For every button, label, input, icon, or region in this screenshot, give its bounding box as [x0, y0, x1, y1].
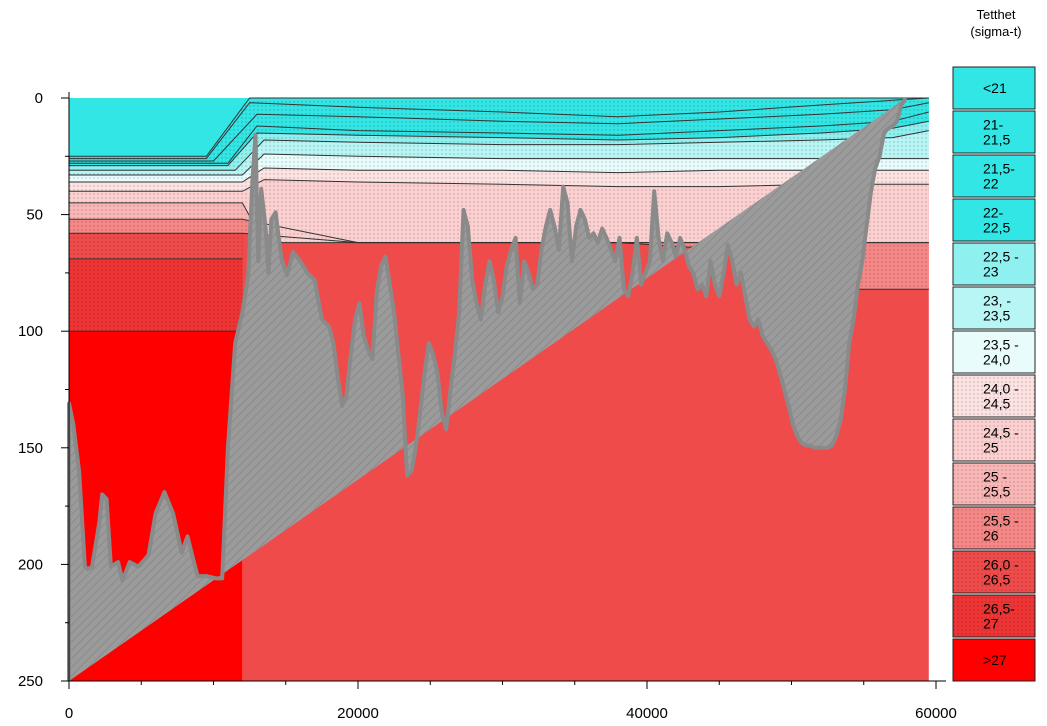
isopycnal-line-1: [69, 97, 929, 160]
density-layer-texture: [69, 98, 929, 161]
axes: 0 50 100 150 200 250 0 20000 40000 60000: [18, 90, 957, 722]
legend-swatch-texture: [953, 507, 1035, 549]
legend-swatch-texture: [953, 375, 1035, 417]
legend-label: 24,0 -: [983, 381, 1019, 397]
legend-label: 21,5-: [983, 161, 1015, 177]
y-tick-label: 250: [18, 673, 43, 690]
legend-swatch-texture: [953, 419, 1035, 461]
isopycnal-line-0: [69, 97, 929, 157]
legend-label: 25: [983, 440, 999, 456]
isopycnal-line-4: [69, 120, 929, 167]
legend-swatch-texture: [953, 463, 1035, 505]
legend-title: (sigma-t): [970, 24, 1021, 39]
y-tick-label: 200: [18, 556, 43, 573]
legend-title: Tetthet: [976, 7, 1015, 22]
isopycnal-line-2: [69, 102, 929, 162]
x-tick-label: 40000: [626, 705, 668, 722]
legend-label: 26,5-: [983, 601, 1015, 617]
legend-label: <21: [983, 80, 1007, 96]
legend-label: 26,5: [983, 572, 1010, 588]
legend-label: 22-: [983, 205, 1004, 221]
legend-label: 22,5: [983, 220, 1010, 236]
legend-label: 24,5: [983, 396, 1010, 412]
y-tick-label: 50: [26, 207, 43, 224]
legend-label: 23: [983, 264, 999, 280]
x-tick-label: 20000: [337, 705, 379, 722]
legend-label: 23,5: [983, 308, 1010, 324]
legend-label: 25 -: [983, 469, 1007, 485]
y-tick-label: 100: [18, 323, 43, 340]
y-tick-label: 150: [18, 440, 43, 457]
legend-label: >27: [983, 652, 1007, 668]
y-tick-label: 0: [35, 90, 43, 107]
legend-swatch-texture: [953, 595, 1035, 637]
legend-label: 22: [983, 176, 999, 192]
density-layer-0: [69, 98, 929, 157]
x-tick-label: 0: [65, 705, 73, 722]
seabed-profile: [67, 96, 908, 681]
legend: Tetthet(sigma-t)<2121-21,521,5-2222-22,5…: [952, 7, 1036, 682]
legend-swatch: [952, 242, 1036, 286]
legend-label: 21,5: [983, 132, 1010, 148]
isopycnal-line-3: [69, 111, 929, 164]
x-tick-label: 60000: [915, 705, 957, 722]
legend-label: 25,5: [983, 484, 1010, 500]
legend-label: 24,5 -: [983, 425, 1019, 441]
legend-label: 24,0: [983, 352, 1010, 368]
legend-label: 23,5 -: [983, 337, 1019, 353]
legend-swatch: [952, 286, 1036, 330]
plot-area: [67, 96, 929, 681]
legend-swatch: [952, 110, 1036, 154]
legend-swatch: [952, 66, 1036, 110]
legend-swatch: [952, 330, 1036, 374]
legend-swatch-texture: [953, 551, 1035, 593]
legend-label: 26: [983, 528, 999, 544]
legend-label: 26,0 -: [983, 557, 1019, 573]
legend-swatch: [952, 154, 1036, 198]
legend-label: 21-: [983, 117, 1004, 133]
legend-label: 23, -: [983, 293, 1011, 309]
legend-swatch: [952, 638, 1036, 682]
legend-label: 22,5 -: [983, 249, 1019, 265]
legend-label: 27: [983, 616, 999, 632]
legend-swatch: [952, 198, 1036, 242]
legend-label: 25,5 -: [983, 513, 1019, 529]
